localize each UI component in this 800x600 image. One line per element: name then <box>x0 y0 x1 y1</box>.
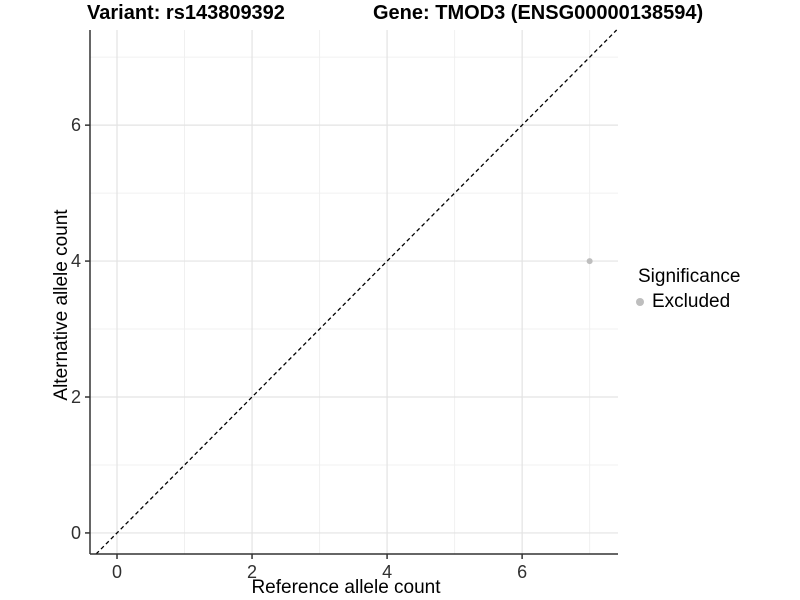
legend-entry-label: Excluded <box>652 291 731 312</box>
data-point <box>586 258 593 265</box>
legend-point-icon <box>636 298 644 306</box>
y-axis-label: Alternative allele count <box>51 209 72 401</box>
identity-line <box>95 29 618 555</box>
y-tick-label: 4 <box>71 251 81 271</box>
plot-title-variant: Variant: rs143809392 <box>87 2 285 24</box>
legend: Significance Excluded <box>630 266 740 313</box>
legend-title: Significance <box>638 266 741 287</box>
y-tick-label: 0 <box>71 523 81 543</box>
y-tick-label: 2 <box>71 387 81 407</box>
x-axis-label: Reference allele count <box>251 577 441 598</box>
y-tick-label: 6 <box>71 115 81 135</box>
plot-title-gene: Gene: TMOD3 (ENSG00000138594) <box>373 2 704 24</box>
x-tick-label: 4 <box>382 562 392 582</box>
x-tick-label: 0 <box>112 562 122 582</box>
x-tick-label: 6 <box>517 562 527 582</box>
legend-entry: Excluded <box>630 291 740 313</box>
x-tick-label: 2 <box>247 562 257 582</box>
